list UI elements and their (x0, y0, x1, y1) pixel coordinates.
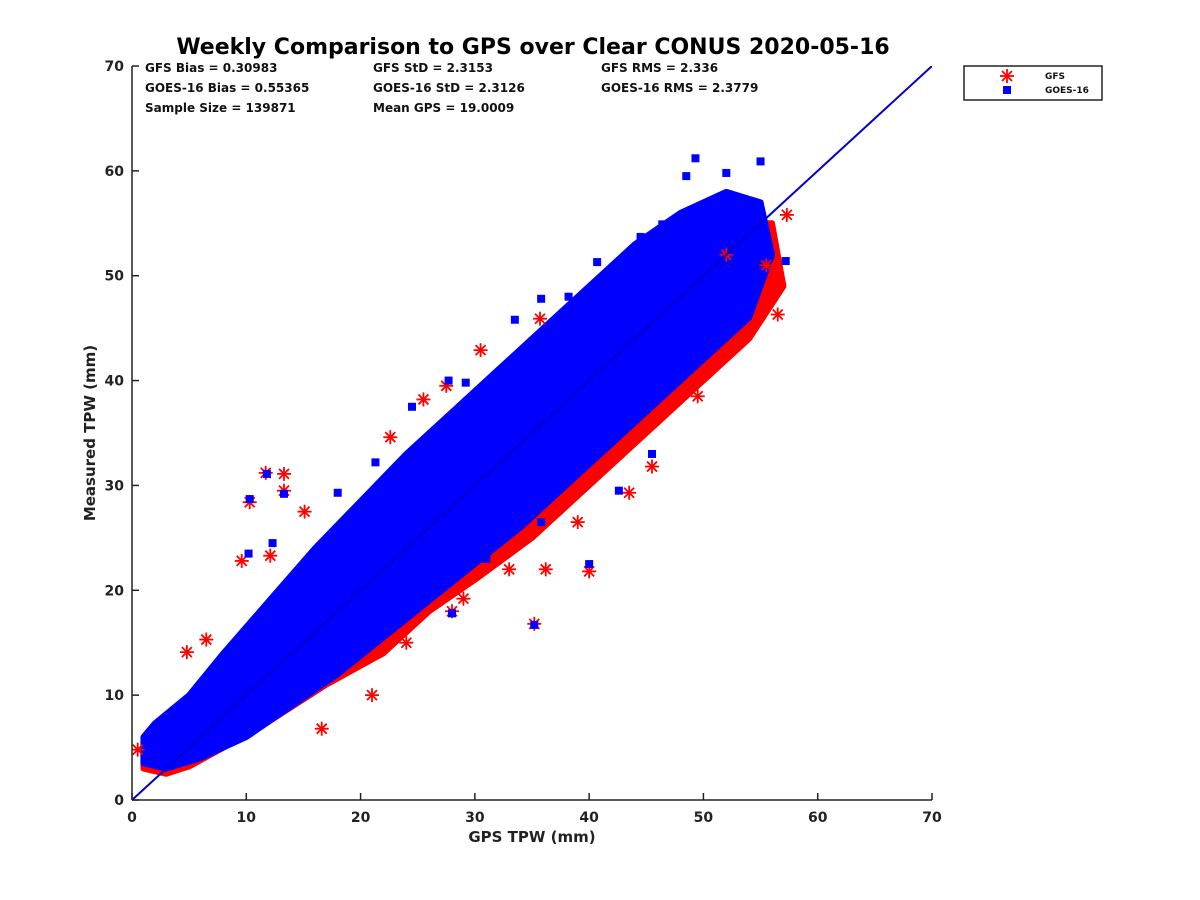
gfs-point (622, 485, 637, 500)
legend-gfs-asterisk-icon (1000, 69, 1014, 83)
goes-point (691, 154, 700, 163)
goes-point (636, 232, 645, 241)
gfs-point (538, 562, 553, 577)
gfs-point (473, 343, 488, 358)
gfs-point (533, 311, 547, 326)
gfs-point (314, 721, 329, 736)
gfs-point (365, 688, 379, 703)
goes-point (614, 486, 623, 495)
goes-rms-stat: GOES-16 RMS = 2.3779 (601, 81, 758, 95)
gfs-point (416, 392, 431, 407)
chart-title: Weekly Comparison to GPS over Clear CONU… (176, 35, 889, 60)
legend-box (963, 65, 1103, 101)
x-tick-label: 60 (808, 810, 828, 826)
one-to-one-reference-line (132, 66, 932, 801)
plot-area (132, 66, 932, 801)
goes-point (756, 157, 765, 166)
goes-point (537, 294, 546, 303)
goes-point (658, 220, 667, 229)
x-tick-label: 10 (237, 810, 257, 826)
y-axis-label: Measured TPW (mm) (81, 345, 99, 521)
goes-point (564, 292, 573, 301)
goes-bias-stat: GOES-16 Bias = 0.55365 (145, 81, 309, 95)
x-tick-label: 30 (465, 810, 485, 826)
legend-goes-label: GOES-16 (1045, 86, 1089, 96)
gfs-std-stat: GFS StD = 2.3153 (373, 61, 493, 75)
goes-point (682, 172, 691, 181)
goes-point (280, 489, 288, 498)
gfs-point (399, 635, 414, 650)
legend: GFS GOES-16 (963, 65, 1103, 101)
legend-gfs-label: GFS (1045, 72, 1065, 82)
goes-point (715, 329, 724, 338)
goes-point (448, 609, 456, 618)
goes-point (262, 469, 271, 478)
goes-point (461, 378, 470, 387)
goes-point (781, 257, 790, 266)
gfs-point (234, 553, 249, 568)
x-tick-label: 20 (351, 810, 371, 826)
goes-std-stat: GOES-16 StD = 2.3126 (373, 81, 525, 95)
goes-cloud-region (140, 188, 775, 772)
goes-outlier-points (244, 154, 790, 629)
goes-point (408, 402, 416, 411)
y-axis-ticks: 0 10 20 30 40 50 60 70 (105, 59, 139, 809)
goes-point (530, 620, 539, 629)
goes-point (585, 560, 594, 569)
goes-point (371, 458, 380, 467)
goes-point (444, 376, 453, 385)
stats-block: GFS Bias = 0.30983 GFS StD = 2.3153 GFS … (145, 61, 758, 115)
sample-size-stat: Sample Size = 139871 (145, 101, 296, 115)
gfs-point (383, 430, 398, 445)
gfs-point (645, 459, 659, 474)
goes-density-cloud (140, 188, 775, 772)
x-tick-label: 70 (922, 810, 942, 826)
y-tick-label: 40 (105, 374, 125, 390)
gfs-point (570, 515, 585, 530)
gfs-point (725, 340, 739, 355)
y-tick-label: 10 (105, 688, 125, 704)
goes-point (333, 488, 342, 497)
y-tick-label: 20 (105, 583, 125, 599)
goes-point (510, 315, 519, 324)
gfs-point (456, 591, 471, 606)
x-tick-label: 0 (127, 810, 137, 826)
gfs-bias-stat: GFS Bias = 0.30983 (145, 61, 277, 75)
gfs-point (502, 562, 517, 577)
goes-point (648, 449, 656, 458)
gfs-point (779, 207, 794, 222)
gfs-point (277, 466, 291, 481)
mean-gps-stat: Mean GPS = 19.0009 (373, 101, 514, 115)
goes-point (245, 495, 254, 504)
goes-point (482, 554, 491, 563)
gfs-point (132, 742, 145, 757)
goes-point (244, 549, 253, 558)
goes-point (537, 518, 546, 527)
y-tick-label: 50 (105, 269, 125, 285)
goes-point (268, 539, 277, 548)
y-tick-label: 30 (105, 478, 125, 494)
gfs-point (690, 389, 705, 404)
gfs-rms-stat: GFS RMS = 2.336 (601, 61, 718, 75)
y-tick-label: 70 (105, 59, 125, 75)
gfs-point (759, 258, 774, 273)
y-tick-label: 60 (105, 164, 125, 180)
gfs-point (199, 632, 214, 647)
x-axis-ticks: 0 10 20 30 40 50 60 70 (127, 793, 942, 826)
goes-point (722, 168, 731, 177)
gfs-point (179, 645, 194, 660)
gfs-point (770, 307, 785, 322)
legend-goes-square-icon (1003, 86, 1011, 94)
gfs-point (297, 504, 312, 519)
goes-point (593, 258, 602, 267)
x-axis-label: GPS TPW (mm) (468, 828, 595, 846)
y-tick-label: 0 (114, 793, 124, 809)
gfs-point (263, 548, 278, 563)
x-tick-label: 50 (694, 810, 714, 826)
x-tick-label: 40 (579, 810, 599, 826)
